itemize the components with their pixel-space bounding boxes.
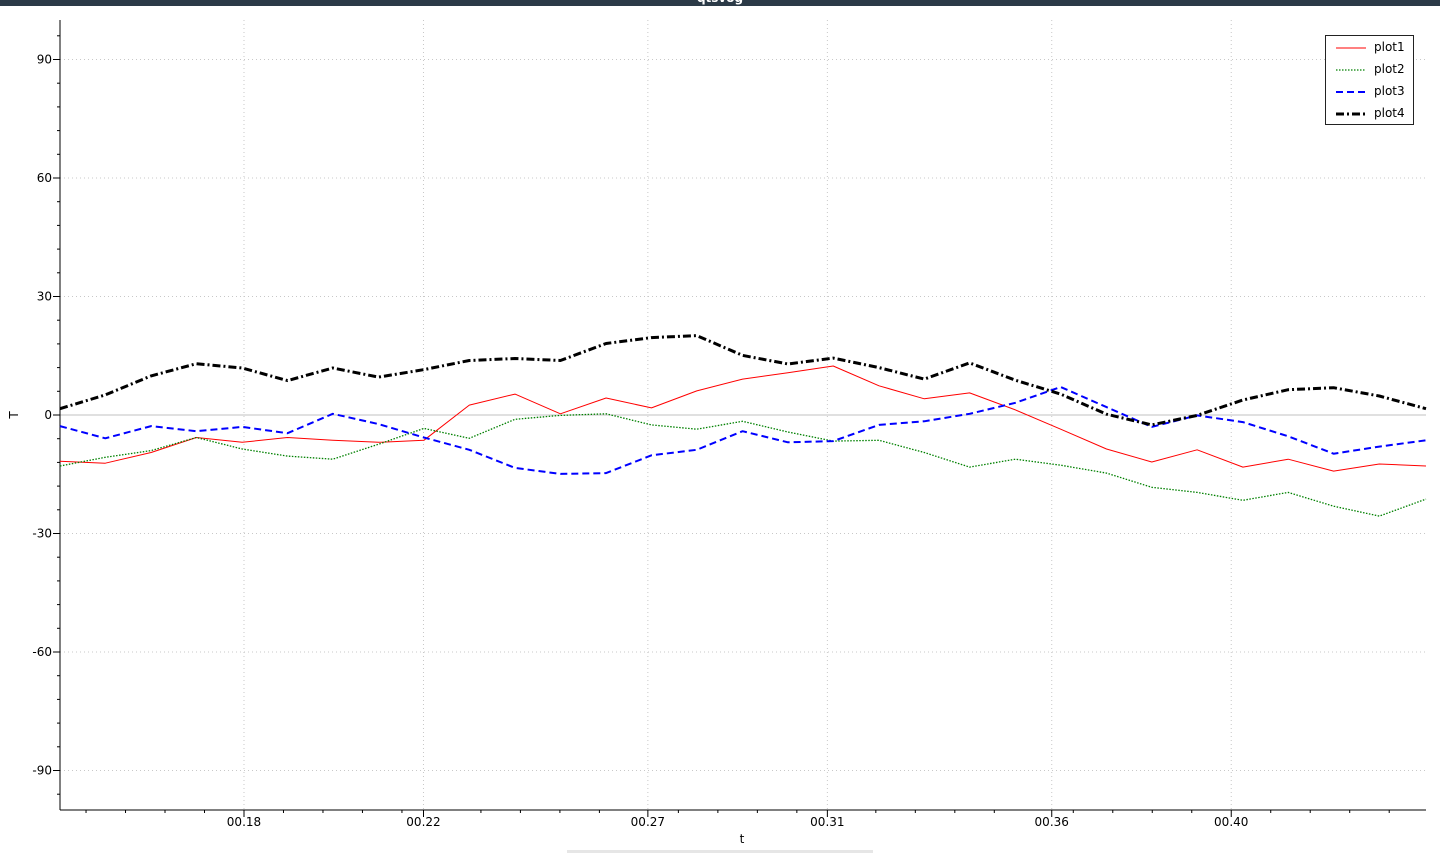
y-tick-label: 0: [44, 408, 52, 422]
legend-swatch-plot2: [1336, 69, 1366, 71]
legend-swatch-plot4: [1336, 112, 1366, 116]
series-line-plot2[interactable]: [59, 413, 1427, 517]
legend-item-plot3[interactable]: plot3: [1326, 81, 1415, 103]
x-tick-label: 00.31: [810, 815, 844, 829]
x-tick-label: 00.40: [1214, 815, 1248, 829]
series-line-plot1[interactable]: [59, 365, 1427, 472]
ticks: 00.18 00.22 00.27 00.31 00.36 00.40 90 60 30 0 -30…: [32, 35, 1390, 829]
y-tick-label: 90: [37, 53, 52, 67]
legend-item-plot4[interactable]: plot4: [1326, 103, 1415, 125]
series-line-plot3[interactable]: [59, 386, 1427, 475]
x-tick-label: 00.27: [631, 815, 665, 829]
series-lines[interactable]: [59, 334, 1427, 517]
y-tick-label: 30: [37, 290, 52, 304]
x-tick-label: 00.18: [227, 815, 261, 829]
x-axis-label: t: [740, 832, 745, 846]
legend-item-plot2[interactable]: plot2: [1326, 59, 1415, 81]
legend-item-plot1[interactable]: plot1: [1326, 37, 1415, 59]
legend-label: plot2: [1374, 62, 1405, 76]
x-tick-label: 00.22: [406, 815, 440, 829]
legend-label: plot3: [1374, 84, 1405, 98]
horizontal-scrollbar[interactable]: [567, 850, 873, 853]
y-tick-label: -90: [32, 764, 52, 778]
window-titlebar: qtsvog: [0, 0, 1440, 6]
y-tick-label: 60: [37, 171, 52, 185]
y-tick-label: -30: [32, 527, 52, 541]
legend-label: plot1: [1374, 40, 1405, 54]
series-line-plot4[interactable]: [59, 334, 1427, 427]
y-tick-label: -60: [32, 645, 52, 659]
y-axis-label: T: [7, 411, 21, 420]
legend[interactable]: plot1 plot2 plot3 plot4: [1325, 35, 1414, 125]
window-title: qtsvog: [0, 0, 1440, 5]
legend-swatch-plot1: [1336, 47, 1366, 49]
legend-label: plot4: [1374, 106, 1405, 120]
legend-swatch-plot3: [1336, 91, 1366, 93]
x-tick-label: 00.36: [1035, 815, 1069, 829]
